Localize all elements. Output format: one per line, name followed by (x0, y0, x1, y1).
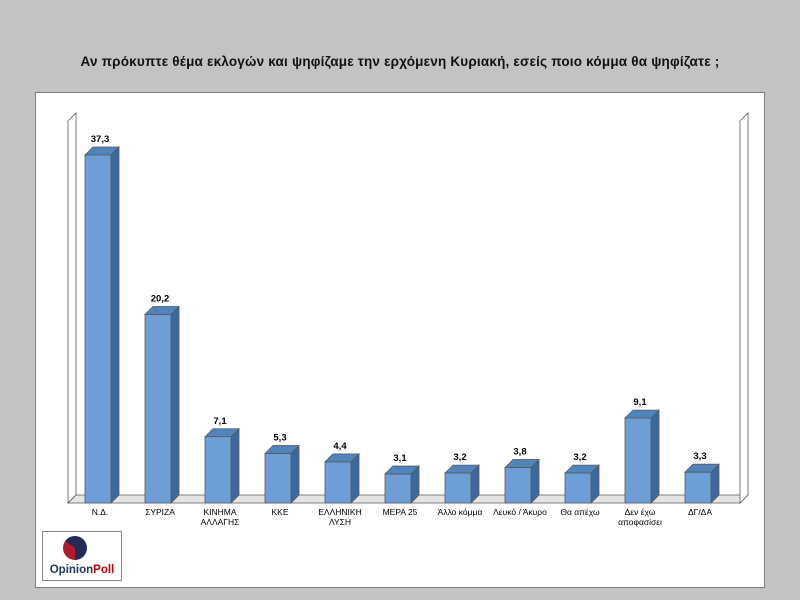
bar-3 (264, 453, 292, 504)
category-label-4-0: ΕΛΛΗΝΙΚΗ (318, 507, 361, 517)
bar-9 (624, 417, 652, 504)
category-label-5-0: ΜΕΡΑ 25 (383, 507, 418, 517)
bar-value-label-8: 3,2 (573, 452, 586, 463)
bar-value-label-5: 3,1 (393, 453, 407, 464)
category-label-3-0: ΚΚΕ (271, 507, 288, 517)
bar-value-label-6: 3,2 (453, 452, 466, 463)
bar-6 (444, 472, 472, 504)
bar-value-label-3: 5,3 (273, 433, 286, 444)
bar-7 (504, 467, 532, 504)
bar-side-0 (110, 146, 120, 504)
category-label-8-0: Θα απέχω (560, 507, 600, 517)
category-label-9-1: αποφασίσει (618, 517, 662, 527)
chart-title: Αν πρόκυπτε θέμα εκλογών και ψηφίζαμε τη… (80, 54, 720, 69)
category-label-4-1: ΛΥΣΗ (329, 517, 351, 527)
bar-side-3 (290, 444, 300, 504)
category-label-6-0: Άλλο κόμμα (438, 507, 483, 517)
bar-8 (564, 472, 592, 504)
category-label-7-0: Λευκό / Άκυρο (493, 507, 547, 517)
logo-text: OpinionPoll (50, 564, 115, 576)
bar-10 (684, 471, 712, 504)
bar-value-label-10: 3,3 (693, 451, 706, 462)
bar-value-label-7: 3,8 (513, 447, 526, 458)
category-label-10-0: ΔΓ/ΔΑ (688, 507, 712, 517)
bar-value-label-0: 37,3 (91, 134, 110, 145)
bar-value-label-2: 7,1 (213, 416, 227, 427)
pie-logo-icon (63, 536, 87, 560)
logo-text-opinion: Opinion (49, 564, 94, 576)
bar-value-label-4: 4,4 (333, 441, 347, 452)
category-label-1-0: ΣΥΡΙΖΑ (145, 507, 175, 517)
bar-value-label-1: 20,2 (151, 294, 170, 305)
category-label-2-0: ΚΙΝΗΜΑ (203, 507, 236, 517)
category-label-2-1: ΑΛΛΑΓΗΣ (201, 517, 240, 527)
chart-area: 37,3 Ν.Δ. 20,2 ΣΥΡΙΖΑ 7,1 ΚΙΝΗΜΑ ΑΛΛΑΓΗΣ 5,3 ΚΚΕ… (35, 92, 765, 588)
bar-5 (384, 473, 412, 504)
bar-2 (204, 436, 232, 504)
bar-side-1 (170, 305, 180, 504)
bar-0 (84, 154, 112, 504)
logo-text-poll: Poll (93, 564, 115, 576)
bar-side-9 (650, 409, 660, 504)
category-label-9-0: Δεν έχω (625, 507, 656, 517)
opinionpoll-logo: OpinionPoll (42, 531, 122, 581)
bar-1 (144, 314, 172, 504)
bar-side-2 (230, 427, 240, 504)
category-label-0-0: Ν.Δ. (92, 507, 109, 517)
right-wall (739, 112, 749, 504)
bar-value-label-9: 9,1 (633, 397, 647, 408)
left-wall (67, 112, 77, 504)
bar-4 (324, 461, 352, 504)
